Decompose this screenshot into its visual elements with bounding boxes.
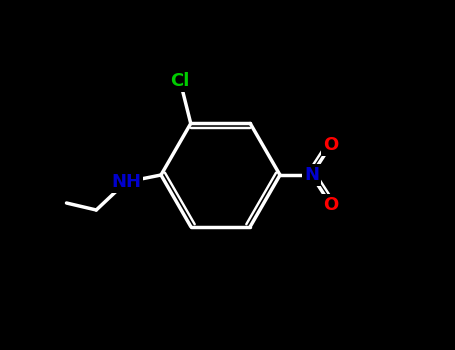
Text: Cl: Cl <box>171 72 190 90</box>
Text: N: N <box>304 166 319 184</box>
Text: O: O <box>323 196 339 214</box>
Text: O: O <box>323 136 339 154</box>
Text: NH: NH <box>111 173 141 191</box>
